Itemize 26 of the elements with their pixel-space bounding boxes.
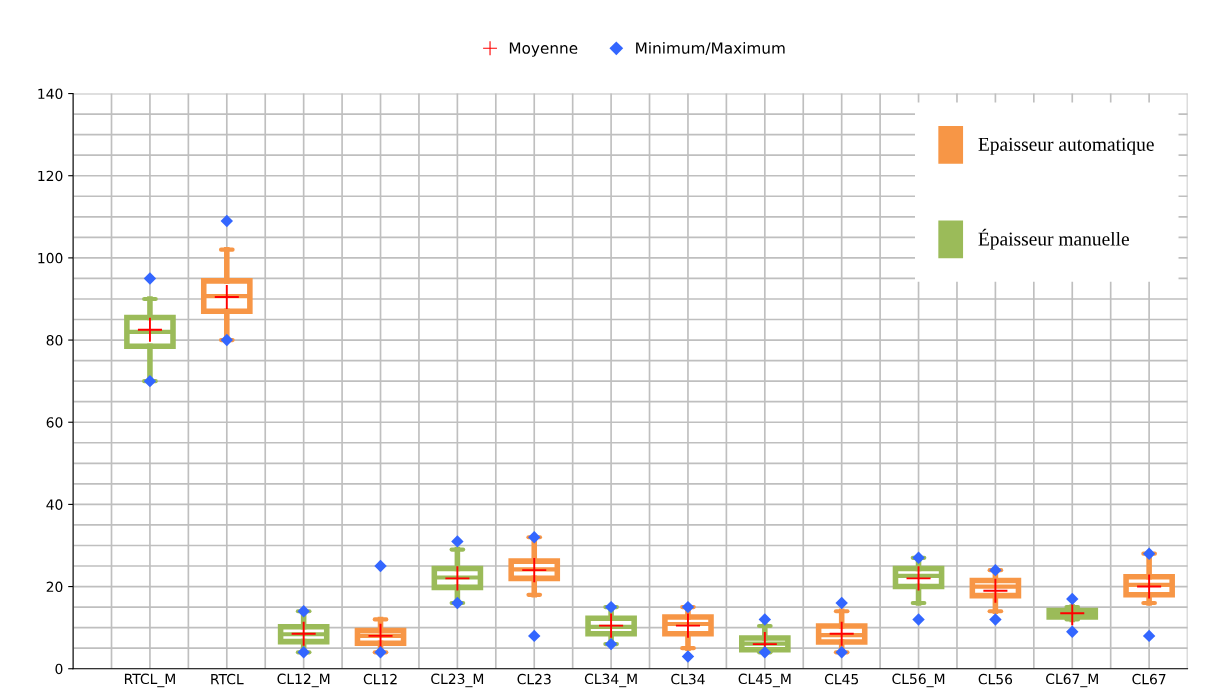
- x-tick-label: CL23: [517, 673, 551, 685]
- x-tick-label: CL12_M: [277, 673, 330, 688]
- x-tick-label: CL56: [978, 673, 1013, 685]
- legend-label: Minimum/Maximum: [636, 42, 785, 56]
- legend-label: Épaisseur manuelle: [978, 228, 1129, 250]
- y-tick-label: 80: [46, 335, 63, 346]
- x-tick-label: CL12: [363, 673, 397, 685]
- x-tick-label: RTCL_M: [124, 673, 175, 688]
- y-tick-label: 20: [46, 581, 63, 593]
- x-tick-label: CL67_M: [1046, 673, 1098, 688]
- x-tick-label: RTCL: [211, 673, 244, 685]
- x-tick-label: CL34_M: [584, 673, 637, 688]
- x-tick-label: CL34: [671, 673, 705, 685]
- x-tick-label: CL67: [1132, 673, 1166, 685]
- x-tick-label: CL45: [824, 673, 859, 685]
- y-tick-label: 120: [38, 170, 63, 182]
- x-tick-label: CL56_M: [892, 673, 945, 688]
- legend-label: Moyenne: [509, 42, 578, 57]
- y-tick-label: 100: [38, 252, 63, 264]
- y-tick-label: 140: [38, 88, 63, 100]
- y-tick-label: 40: [46, 499, 63, 510]
- legend-label: Epaisseur automatique: [978, 137, 1154, 155]
- y-tick-label: 60: [46, 417, 63, 428]
- x-tick-label: CL45_M: [738, 673, 791, 688]
- y-tick-label: 0: [55, 663, 63, 675]
- x-tick-label: CL23_M: [431, 673, 484, 688]
